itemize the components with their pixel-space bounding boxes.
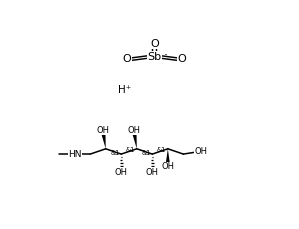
Text: OH: OH — [128, 126, 141, 135]
Text: &1: &1 — [126, 147, 135, 153]
Text: OH: OH — [97, 126, 110, 135]
Text: OH: OH — [115, 168, 128, 177]
Text: O: O — [122, 54, 131, 64]
Text: &1: &1 — [157, 147, 166, 153]
Text: O: O — [150, 38, 159, 49]
Text: ·: · — [164, 49, 167, 62]
Text: H⁺: H⁺ — [118, 85, 131, 95]
Polygon shape — [132, 134, 137, 149]
Text: OH: OH — [146, 168, 159, 177]
Text: O: O — [178, 54, 187, 64]
Text: &1: &1 — [141, 150, 151, 155]
Text: OH: OH — [194, 147, 208, 156]
Text: &1: &1 — [110, 150, 120, 155]
Text: Sb: Sb — [147, 52, 161, 62]
Text: HN: HN — [68, 150, 82, 159]
Polygon shape — [166, 149, 170, 164]
Text: OH: OH — [161, 162, 174, 172]
Polygon shape — [101, 134, 106, 149]
